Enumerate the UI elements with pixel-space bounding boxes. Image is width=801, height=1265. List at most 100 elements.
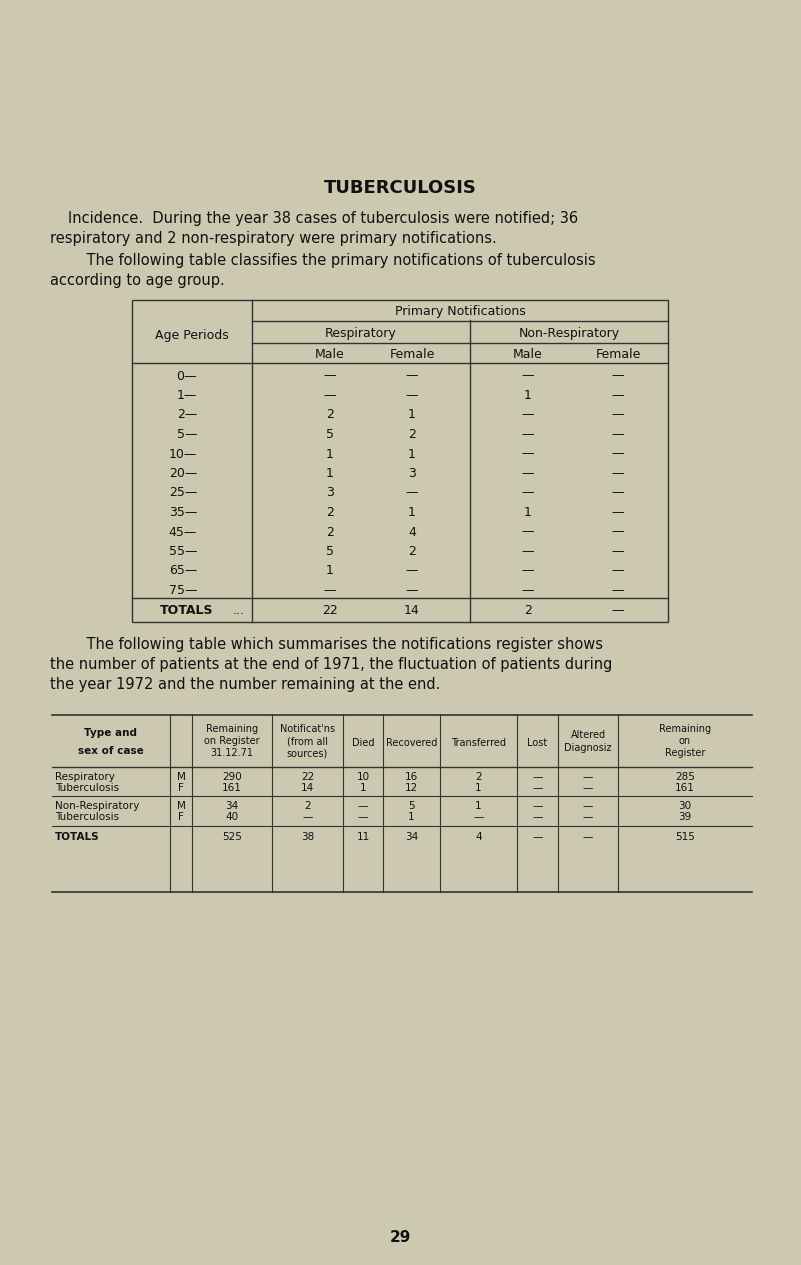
Text: —: — [533, 772, 543, 782]
Text: 2—: 2— [177, 409, 197, 421]
Text: 4: 4 [475, 832, 482, 842]
Text: 31.12.71: 31.12.71 [211, 748, 253, 758]
Text: 2: 2 [326, 409, 334, 421]
Bar [132, 300, 668, 622]
Text: 1: 1 [409, 812, 415, 822]
Text: The following table which summarises the notifications register shows: The following table which summarises the… [68, 638, 603, 653]
Text: —: — [583, 832, 594, 842]
Text: 30: 30 [678, 801, 691, 811]
Text: —: — [612, 428, 624, 441]
Text: —: — [533, 801, 543, 811]
Text: sex of case: sex of case [78, 746, 144, 756]
Text: 515: 515 [675, 832, 695, 842]
Text: —: — [612, 390, 624, 402]
Text: 29: 29 [389, 1231, 411, 1246]
Text: 34: 34 [225, 801, 239, 811]
Text: —: — [612, 369, 624, 382]
Text: Type and: Type and [84, 727, 138, 737]
Text: on: on [679, 736, 691, 746]
Text: 10: 10 [356, 772, 369, 782]
Text: —: — [406, 487, 418, 500]
Text: —: — [612, 409, 624, 421]
Text: 5: 5 [326, 428, 334, 441]
Text: 1: 1 [475, 801, 482, 811]
Text: —: — [521, 545, 534, 558]
Text: 1: 1 [408, 448, 416, 460]
Text: 2: 2 [475, 772, 482, 782]
Text: 20—: 20— [169, 467, 197, 479]
Text: 161: 161 [222, 783, 242, 793]
Text: TOTALS: TOTALS [160, 605, 214, 617]
Text: 1: 1 [360, 783, 366, 793]
Text: the number of patients at the end of 1971, the fluctuation of patients during: the number of patients at the end of 197… [50, 658, 613, 673]
Text: Respiratory: Respiratory [325, 326, 396, 339]
Text: —: — [583, 801, 594, 811]
Text: Died: Died [352, 737, 374, 748]
Text: F: F [178, 812, 184, 822]
Text: Recovered: Recovered [386, 737, 437, 748]
Text: 5: 5 [409, 801, 415, 811]
Text: —: — [612, 525, 624, 539]
Text: —: — [533, 783, 543, 793]
Text: 5—: 5— [176, 428, 197, 441]
Text: —: — [358, 812, 368, 822]
Text: 55—: 55— [168, 545, 197, 558]
Text: 16: 16 [405, 772, 418, 782]
Text: 285: 285 [675, 772, 695, 782]
Text: 14: 14 [301, 783, 314, 793]
Text: 5: 5 [326, 545, 334, 558]
Text: —: — [406, 390, 418, 402]
Text: 2: 2 [304, 801, 311, 811]
Text: —: — [358, 801, 368, 811]
Text: —: — [612, 506, 624, 519]
Text: Tuberculosis: Tuberculosis [55, 783, 119, 793]
Text: —: — [521, 409, 534, 421]
Text: 3: 3 [408, 467, 416, 479]
Text: —: — [612, 564, 624, 578]
Text: 1: 1 [408, 506, 416, 519]
Text: 1: 1 [326, 467, 334, 479]
Text: —: — [583, 783, 594, 793]
Text: 1: 1 [326, 564, 334, 578]
Text: —: — [302, 812, 312, 822]
Text: (from all: (from all [287, 736, 328, 746]
Text: Female: Female [389, 348, 435, 361]
Text: Tuberculosis: Tuberculosis [55, 812, 119, 822]
Text: the year 1972 and the number remaining at the end.: the year 1972 and the number remaining a… [50, 678, 441, 692]
Text: 34: 34 [405, 832, 418, 842]
Text: 2: 2 [408, 545, 416, 558]
Text: —: — [521, 564, 534, 578]
Text: —: — [521, 467, 534, 479]
Text: —: — [533, 832, 543, 842]
Text: 14: 14 [405, 605, 420, 617]
Text: 1: 1 [326, 448, 334, 460]
Text: —: — [406, 369, 418, 382]
Text: —: — [521, 584, 534, 597]
Text: 1: 1 [524, 506, 532, 519]
Text: according to age group.: according to age group. [50, 272, 225, 287]
Text: 0—: 0— [176, 369, 197, 382]
Text: Respiratory: Respiratory [55, 772, 115, 782]
Text: Male: Male [513, 348, 543, 361]
Text: —: — [612, 584, 624, 597]
Text: 1: 1 [475, 783, 482, 793]
Text: —: — [406, 564, 418, 578]
Text: —: — [473, 812, 484, 822]
Text: 45—: 45— [169, 525, 197, 539]
Text: —: — [612, 487, 624, 500]
Text: M: M [176, 801, 186, 811]
Text: Male: Male [315, 348, 345, 361]
Text: 3: 3 [326, 487, 334, 500]
Text: TUBERCULOSIS: TUBERCULOSIS [324, 180, 477, 197]
Text: —: — [612, 467, 624, 479]
Text: 39: 39 [678, 812, 691, 822]
Text: Age Periods: Age Periods [155, 329, 229, 343]
Text: —: — [324, 369, 336, 382]
Text: 4: 4 [408, 525, 416, 539]
Text: 65—: 65— [169, 564, 197, 578]
Text: ...: ... [233, 605, 245, 617]
Text: F: F [178, 783, 184, 793]
Text: —: — [324, 390, 336, 402]
Text: Non-Respiratory: Non-Respiratory [55, 801, 139, 811]
Text: —: — [521, 448, 534, 460]
